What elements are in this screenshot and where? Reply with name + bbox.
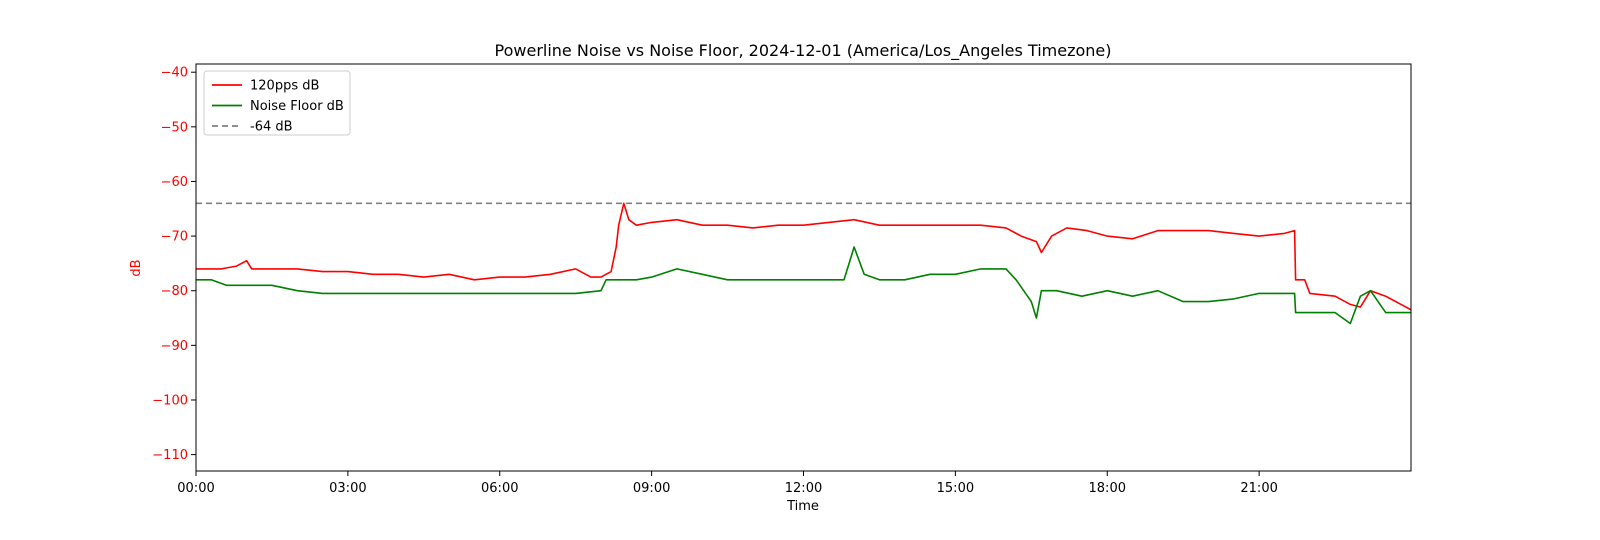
plot-frame	[195, 63, 1412, 472]
plot-area	[195, 63, 1412, 472]
y-tick-label-1: −50	[161, 120, 188, 135]
y-tick-label-3: −70	[161, 230, 188, 245]
x-tick-label-5: 15:00	[937, 481, 974, 496]
y-tick-label-0: −40	[161, 66, 188, 81]
legend-label-1: Noise Floor dB	[250, 99, 344, 114]
x-axis-label: Time	[786, 499, 819, 514]
x-tick-label-0: 00:00	[177, 481, 214, 496]
series-line-1	[196, 246, 1411, 325]
legend-label-0: 120pps dB	[250, 79, 319, 94]
y-axis-label: dB	[129, 259, 144, 276]
y-tick-label-7: −110	[152, 448, 188, 463]
legend-box	[203, 70, 351, 136]
y-axis: −40 −50 −60 −70 −80 −90 −100 −110	[152, 66, 196, 463]
y-tick-label-6: −100	[152, 393, 188, 408]
y-tick-label-5: −90	[161, 339, 188, 354]
chart-title: Powerline Noise vs Noise Floor, 2024-12-…	[495, 41, 1112, 61]
legend: 120pps dB Noise Floor dB -64 dB	[203, 70, 351, 136]
y-tick-label-2: −60	[161, 175, 188, 190]
x-axis: 00:00 03:00 06:00 09:00 12:00 15:00 18:00 21:00	[177, 471, 1278, 496]
legend-label-2: -64 dB	[250, 120, 293, 135]
series-line-0	[196, 202, 1411, 311]
x-tick-label-3: 09:00	[633, 481, 670, 496]
x-tick-label-6: 18:00	[1089, 481, 1126, 496]
x-tick-label-4: 12:00	[785, 481, 822, 496]
x-tick-label-7: 21:00	[1240, 481, 1277, 496]
x-tick-label-1: 03:00	[329, 481, 366, 496]
x-tick-label-2: 06:00	[481, 481, 518, 496]
y-tick-label-4: −80	[161, 284, 188, 299]
